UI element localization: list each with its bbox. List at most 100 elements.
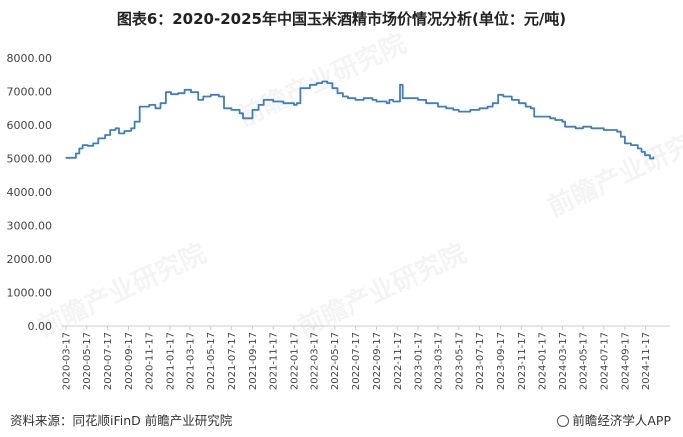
data-point (561, 121, 563, 123)
data-point (530, 107, 532, 109)
data-point (65, 157, 67, 159)
x-tick-label: 2024-03-17 (558, 332, 569, 390)
data-point (458, 111, 460, 113)
data-point (396, 100, 398, 103)
x-tick-label: 2022-01-17 (289, 332, 300, 390)
data-point (554, 119, 556, 121)
data-point (165, 91, 167, 93)
data-point (590, 127, 592, 129)
data-point (492, 102, 494, 104)
data-point (399, 84, 401, 86)
data-point (263, 99, 265, 101)
x-tick-label: 2020-03-17 (62, 332, 73, 390)
data-point (437, 105, 439, 108)
data-point (402, 97, 404, 99)
data-point (139, 105, 141, 108)
data-point (326, 82, 328, 84)
data-point (78, 147, 80, 150)
data-point (296, 102, 298, 104)
data-point (406, 97, 409, 99)
data-point (342, 95, 344, 98)
data-point (511, 99, 513, 101)
x-tick-label: 2021-01-17 (165, 332, 176, 390)
data-point (652, 156, 655, 158)
brand-label: 前瞻经济学人APP (557, 410, 671, 429)
data-point (575, 127, 577, 129)
x-axis: 2020-03-17 2020-05-17 2020-07-17 2020-09-17… (62, 325, 670, 390)
data-point (104, 134, 106, 136)
data-point (82, 144, 84, 146)
data-point (197, 99, 199, 101)
x-tick-label: 2021-05-17 (206, 332, 217, 390)
y-tick-label: 6000.00 (7, 119, 53, 132)
data-point (202, 95, 204, 98)
x-tick-label: 2022-05-17 (330, 332, 341, 390)
x-tick-label: 2022-09-17 (372, 332, 383, 390)
x-tick-label: 2022-11-17 (393, 332, 404, 390)
data-point (620, 136, 622, 138)
data-point (354, 99, 357, 101)
data-point (210, 94, 212, 96)
brand-text: 前瞻经济学人APP (572, 413, 671, 428)
data-point (564, 126, 566, 128)
data-point (242, 117, 244, 119)
x-tick-label: 2024-01-17 (537, 332, 548, 390)
y-tick-label: 2000.00 (7, 253, 53, 266)
x-tick-label: 2021-11-17 (269, 332, 280, 390)
data-point (347, 97, 349, 99)
x-tick-label: 2023-05-17 (454, 332, 465, 390)
data-point (230, 109, 233, 111)
data-point (644, 154, 646, 156)
data-point (247, 117, 250, 119)
data-point (375, 100, 378, 103)
data-point (649, 157, 651, 160)
data-point (97, 137, 99, 139)
x-tick-label: 2020-05-17 (82, 332, 93, 390)
data-point (170, 93, 172, 95)
x-tick-label: 2024-05-17 (579, 332, 590, 390)
data-point (87, 145, 89, 147)
data-point (518, 102, 520, 104)
x-tick-label: 2020-09-17 (124, 332, 135, 390)
data-point (582, 126, 584, 128)
plot-area (65, 80, 655, 160)
data-point (616, 131, 618, 133)
data-point (417, 99, 419, 101)
data-point (183, 89, 186, 91)
data-point (115, 127, 117, 129)
data-point (316, 82, 318, 84)
y-tick-label: 0.00 (28, 320, 53, 333)
y-tick-label: 5000.00 (7, 153, 53, 166)
data-point (497, 94, 499, 96)
data-point (569, 126, 572, 128)
data-point (452, 109, 454, 111)
series-line (66, 80, 655, 160)
data-point (118, 132, 120, 134)
data-point (640, 151, 643, 153)
x-tick-label: 2021-09-17 (248, 332, 259, 390)
data-point (258, 104, 260, 106)
x-tick-label: 2020-07-17 (103, 332, 114, 390)
data-point (299, 87, 302, 89)
data-point (309, 84, 311, 86)
y-axis: 0.00 1000.00 2000.00 3000.00 4000.00 5000.00 6… (7, 52, 53, 333)
data-point (282, 102, 285, 104)
data-point (109, 129, 111, 131)
data-point (336, 92, 339, 94)
data-point (177, 92, 179, 94)
data-point (239, 112, 241, 114)
data-point (630, 144, 632, 146)
y-tick-label: 7000.00 (7, 86, 53, 99)
data-point (92, 142, 94, 145)
data-point (392, 100, 394, 103)
data-point (425, 102, 427, 104)
x-tick-label: 2023-03-17 (434, 332, 445, 390)
y-tick-label: 3000.00 (7, 220, 53, 233)
data-point (386, 102, 388, 104)
data-point (363, 97, 365, 99)
data-point (478, 107, 481, 109)
data-point (637, 147, 639, 150)
x-tick-label: 2023-11-17 (517, 332, 528, 390)
data-point (75, 152, 77, 155)
data-point (371, 99, 374, 101)
